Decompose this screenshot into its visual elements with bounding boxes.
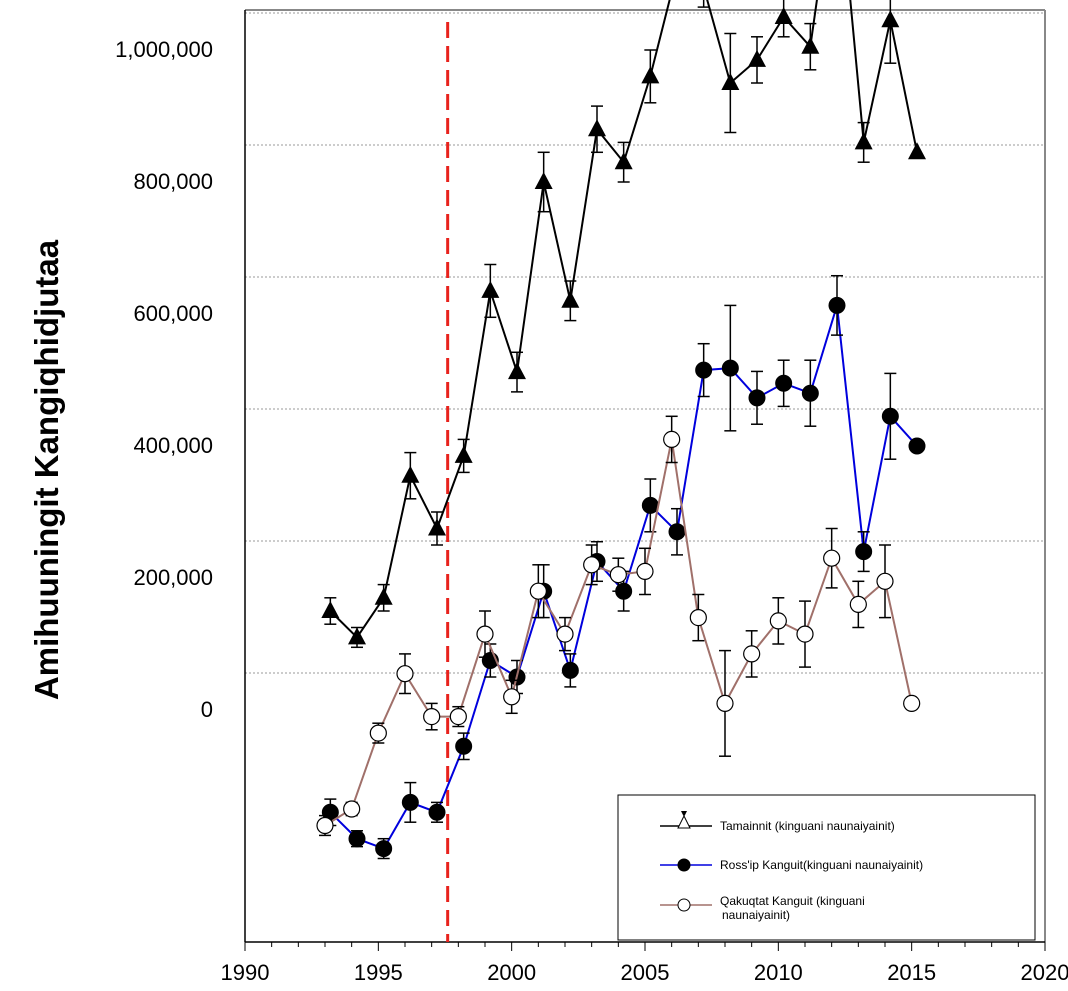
legend-marker-filled-circle xyxy=(677,858,691,872)
grid-lines xyxy=(245,12,1045,674)
data-point xyxy=(455,737,473,755)
y-axis-ticks: 0200,000400,000600,000800,0001,000,0001,… xyxy=(115,37,213,722)
data-point xyxy=(375,840,393,858)
data-point xyxy=(876,572,894,590)
data-point xyxy=(401,793,419,811)
data-point xyxy=(881,10,900,28)
legend-marker-filled-triangle xyxy=(681,811,687,817)
data-point xyxy=(316,816,334,835)
data-point xyxy=(561,290,580,308)
series-layer xyxy=(316,0,926,860)
y-tick-label: 800,000 xyxy=(133,169,213,194)
data-point xyxy=(908,142,926,160)
data-point xyxy=(609,566,627,584)
data-point xyxy=(321,601,340,618)
data-point xyxy=(828,296,846,314)
data-point xyxy=(663,430,681,448)
legend-item-total: Tamainnit (kinguani naunaiyainit) xyxy=(660,811,895,833)
x-axis-ticks: 1990 1995 2000 2005 2010 2015 2020 xyxy=(221,942,1068,985)
y-tick-label: 400,000 xyxy=(133,433,213,458)
data-point xyxy=(903,694,921,713)
data-point xyxy=(449,707,467,726)
data-point xyxy=(695,361,713,379)
data-point xyxy=(769,612,787,630)
data-point xyxy=(481,280,500,298)
data-point xyxy=(743,645,761,663)
data-point xyxy=(716,694,734,713)
data-point xyxy=(774,7,793,24)
data-point xyxy=(428,803,446,821)
x-tick-label: 1995 xyxy=(354,960,403,985)
data-point xyxy=(689,608,707,627)
series-line-lesser xyxy=(324,439,913,827)
data-point xyxy=(529,582,547,600)
y-axis-label: Amihuuningit Kangiqhidjutaa xyxy=(28,239,65,700)
data-point xyxy=(614,152,633,170)
data-point xyxy=(721,359,739,377)
x-tick-label: 2015 xyxy=(887,960,936,985)
series-line-total xyxy=(329,0,918,639)
legend-label-lesser-line2: naunaiyainit) xyxy=(722,908,790,922)
data-point xyxy=(854,132,873,150)
data-point xyxy=(561,661,579,679)
y-tick-label: 1,000,000 xyxy=(115,37,213,62)
data-point xyxy=(588,119,606,137)
data-point xyxy=(423,707,441,726)
y-tick-label: 0 xyxy=(201,697,213,722)
data-point xyxy=(849,595,867,614)
x-tick-label: 2020 xyxy=(1021,960,1068,985)
legend-label-total: Tamainnit (kinguani naunaiyainit) xyxy=(720,819,895,833)
legend-marker-outline-triangle xyxy=(677,814,691,829)
series-total xyxy=(321,0,926,649)
legend-label-lesser-line1: Qakuqtat Kanguit (kinguani xyxy=(720,894,865,908)
data-point xyxy=(801,36,820,54)
data-point xyxy=(668,523,686,541)
data-point xyxy=(721,73,740,90)
data-point xyxy=(348,830,366,848)
y-tick-label: 600,000 xyxy=(133,301,213,326)
legend-item-lesser: Qakuqtat Kanguit (kinguani naunaiyainit) xyxy=(660,894,865,922)
data-point xyxy=(556,625,574,643)
data-point xyxy=(534,172,553,189)
series-lesser xyxy=(316,415,921,837)
data-point xyxy=(823,549,841,567)
series-ross xyxy=(321,274,926,860)
legend-item-ross: Ross'ip Kanguit(kinguani naunaiyainit) xyxy=(660,858,923,872)
data-point xyxy=(748,49,766,67)
data-point xyxy=(801,384,819,402)
data-point xyxy=(401,465,420,483)
data-point xyxy=(343,800,361,818)
data-point xyxy=(428,518,446,536)
x-tick-label: 2000 xyxy=(487,960,536,985)
data-point xyxy=(775,374,793,392)
legend-marker-open-circle xyxy=(677,898,691,912)
data-point xyxy=(796,625,814,643)
x-tick-label: 2010 xyxy=(754,960,803,985)
data-point xyxy=(641,496,659,514)
data-point xyxy=(374,587,393,605)
data-point xyxy=(476,625,494,643)
data-point xyxy=(748,389,766,407)
data-point xyxy=(454,445,473,463)
data-point xyxy=(396,665,414,683)
data-point xyxy=(881,407,899,425)
data-point xyxy=(636,562,654,581)
legend: Tamainnit (kinguani naunaiyainit) Ross'i… xyxy=(617,794,1036,941)
data-point xyxy=(641,66,660,84)
data-point xyxy=(908,437,926,455)
x-tick-label: 2005 xyxy=(621,960,670,985)
x-tick-label: 1990 xyxy=(221,960,270,985)
data-point xyxy=(855,543,873,561)
data-point xyxy=(348,627,366,645)
data-point xyxy=(508,362,526,380)
data-point xyxy=(583,556,601,574)
legend-label-ross: Ross'ip Kanguit(kinguani naunaiyainit) xyxy=(720,858,923,872)
data-point xyxy=(503,688,521,706)
y-tick-label: 200,000 xyxy=(133,565,213,590)
data-point xyxy=(369,724,387,742)
